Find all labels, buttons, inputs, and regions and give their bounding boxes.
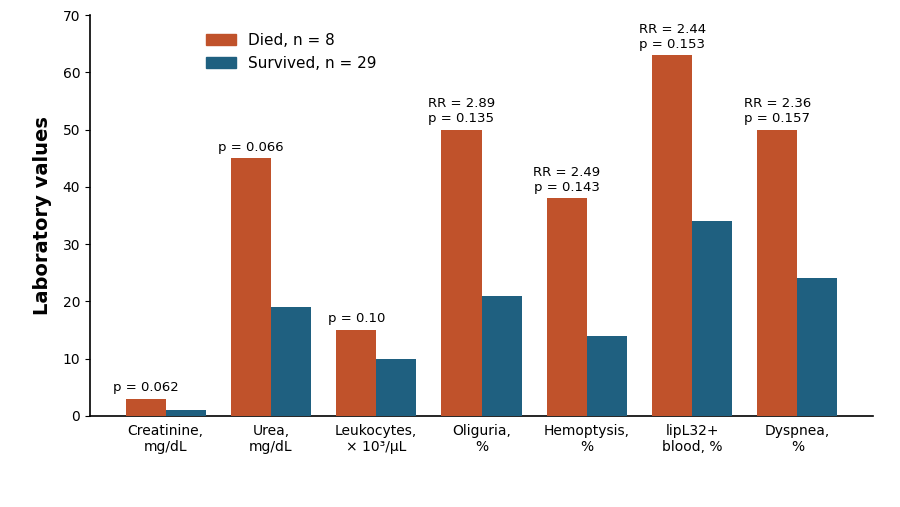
Bar xyxy=(587,336,626,416)
Bar xyxy=(652,55,692,416)
Text: p = 0.066: p = 0.066 xyxy=(218,140,284,154)
Bar xyxy=(271,307,310,416)
Bar xyxy=(442,130,482,416)
Y-axis label: Laboratory values: Laboratory values xyxy=(32,116,51,315)
Legend: Died, n = 8, Survived, n = 29: Died, n = 8, Survived, n = 29 xyxy=(200,27,382,77)
Bar xyxy=(376,358,416,416)
Bar xyxy=(337,330,376,416)
Text: RR = 2.44
p = 0.153: RR = 2.44 p = 0.153 xyxy=(638,23,706,51)
Text: RR = 2.49
p = 0.143: RR = 2.49 p = 0.143 xyxy=(533,166,600,194)
Text: RR = 2.36
p = 0.157: RR = 2.36 p = 0.157 xyxy=(743,97,811,125)
Bar xyxy=(797,278,837,416)
Bar xyxy=(166,410,205,416)
Bar xyxy=(692,221,732,416)
Bar xyxy=(126,399,166,416)
Bar xyxy=(482,296,521,416)
Bar xyxy=(547,198,587,416)
Text: RR = 2.89
p = 0.135: RR = 2.89 p = 0.135 xyxy=(428,97,495,125)
Text: p = 0.10: p = 0.10 xyxy=(328,312,385,325)
Bar xyxy=(758,130,797,416)
Text: p = 0.062: p = 0.062 xyxy=(112,381,178,394)
Bar xyxy=(231,158,271,416)
